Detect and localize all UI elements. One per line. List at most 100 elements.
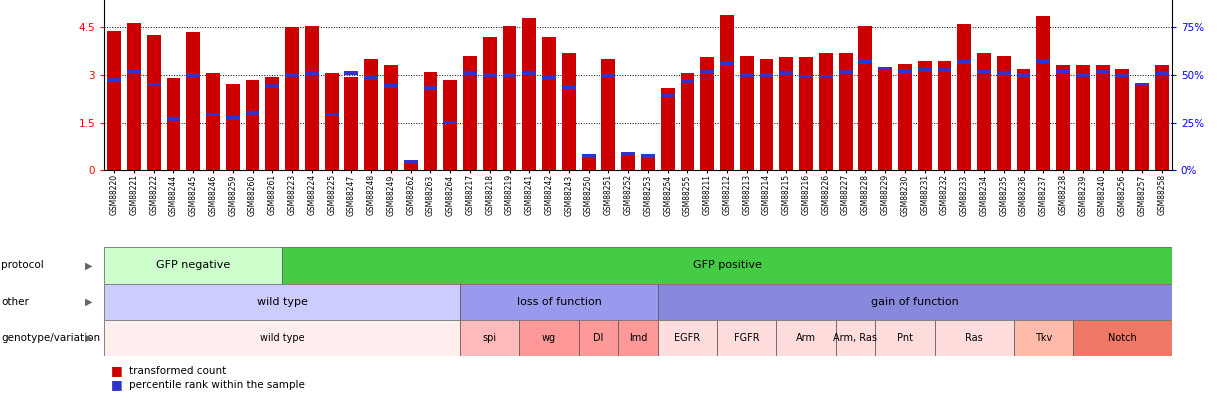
Bar — [562, 86, 575, 90]
Bar — [107, 30, 121, 170]
Bar — [245, 111, 259, 115]
Bar — [364, 59, 378, 170]
Bar — [957, 60, 971, 64]
Bar — [104, 284, 460, 320]
Bar — [859, 26, 872, 170]
Bar — [1155, 65, 1169, 170]
Bar — [935, 320, 1014, 356]
Bar — [483, 73, 497, 77]
Bar — [443, 121, 458, 124]
Bar — [717, 320, 777, 356]
Bar — [658, 320, 717, 356]
Bar — [582, 154, 595, 158]
Text: ▶: ▶ — [85, 260, 92, 270]
Bar — [582, 154, 595, 170]
Bar — [601, 73, 615, 77]
Bar — [147, 83, 161, 86]
Text: ▶: ▶ — [85, 297, 92, 307]
Bar — [957, 24, 971, 170]
Bar — [1037, 59, 1050, 62]
Bar — [404, 160, 417, 170]
Bar — [618, 320, 658, 356]
Text: Tkv: Tkv — [1034, 333, 1052, 343]
Bar — [839, 70, 853, 74]
Bar — [1037, 16, 1050, 170]
Text: wild type: wild type — [256, 297, 308, 307]
Bar — [463, 56, 477, 170]
Text: transformed count: transformed count — [129, 366, 226, 375]
Text: Dl: Dl — [594, 333, 604, 343]
Bar — [460, 320, 519, 356]
Bar — [601, 59, 615, 170]
Bar — [681, 79, 694, 83]
Bar — [760, 73, 773, 77]
Text: GFP positive: GFP positive — [692, 260, 762, 270]
Bar — [1135, 85, 1148, 170]
Bar — [542, 76, 556, 80]
Bar — [875, 320, 935, 356]
Bar — [779, 71, 793, 75]
Text: FGFR: FGFR — [734, 333, 760, 343]
Text: EGFR: EGFR — [675, 333, 701, 343]
Bar — [384, 84, 398, 88]
Text: Arm: Arm — [796, 333, 816, 343]
Bar — [701, 70, 714, 74]
Bar — [282, 247, 1172, 284]
Text: ▶: ▶ — [85, 333, 92, 343]
Bar — [147, 35, 161, 170]
Bar — [760, 59, 773, 170]
Bar — [918, 68, 931, 72]
Bar — [937, 61, 951, 170]
Bar — [977, 70, 991, 74]
Bar — [836, 320, 875, 356]
Bar — [621, 153, 636, 170]
Bar — [519, 320, 579, 356]
Bar — [104, 320, 460, 356]
Text: ■: ■ — [110, 378, 123, 391]
Bar — [325, 73, 339, 170]
Text: Arm, Ras: Arm, Ras — [833, 333, 877, 343]
Bar — [128, 23, 141, 170]
Bar — [187, 73, 200, 77]
Bar — [720, 15, 734, 170]
Text: genotype/variation: genotype/variation — [1, 333, 101, 343]
Bar — [1115, 73, 1129, 77]
Bar — [1115, 68, 1129, 170]
Bar — [364, 76, 378, 80]
Bar — [503, 73, 517, 77]
Bar — [1135, 83, 1148, 86]
Bar — [187, 32, 200, 170]
Bar — [1056, 70, 1070, 74]
Bar — [226, 85, 239, 170]
Bar — [658, 284, 1172, 320]
Text: gain of function: gain of function — [871, 297, 958, 307]
Text: wild type: wild type — [260, 333, 304, 343]
Text: spi: spi — [482, 333, 497, 343]
Bar — [265, 84, 280, 88]
Bar — [265, 77, 280, 170]
Bar — [167, 78, 180, 170]
Bar — [898, 70, 912, 74]
Bar — [818, 53, 833, 170]
Text: Notch: Notch — [1108, 333, 1136, 343]
Bar — [701, 58, 714, 170]
Bar — [681, 73, 694, 170]
Text: lmd: lmd — [629, 333, 647, 343]
Bar — [661, 87, 675, 170]
Bar — [345, 77, 358, 170]
Bar — [779, 58, 793, 170]
Bar — [1017, 68, 1031, 170]
Bar — [245, 80, 259, 170]
Bar — [1014, 320, 1072, 356]
Bar — [503, 26, 517, 170]
Bar — [167, 117, 180, 121]
Bar — [306, 71, 319, 75]
Text: ■: ■ — [110, 364, 123, 377]
Bar — [918, 61, 931, 170]
Bar — [423, 72, 437, 170]
Text: percentile rank within the sample: percentile rank within the sample — [129, 380, 304, 390]
Bar — [977, 53, 991, 170]
Bar — [443, 80, 458, 170]
Text: protocol: protocol — [1, 260, 44, 270]
Bar — [1076, 73, 1090, 77]
